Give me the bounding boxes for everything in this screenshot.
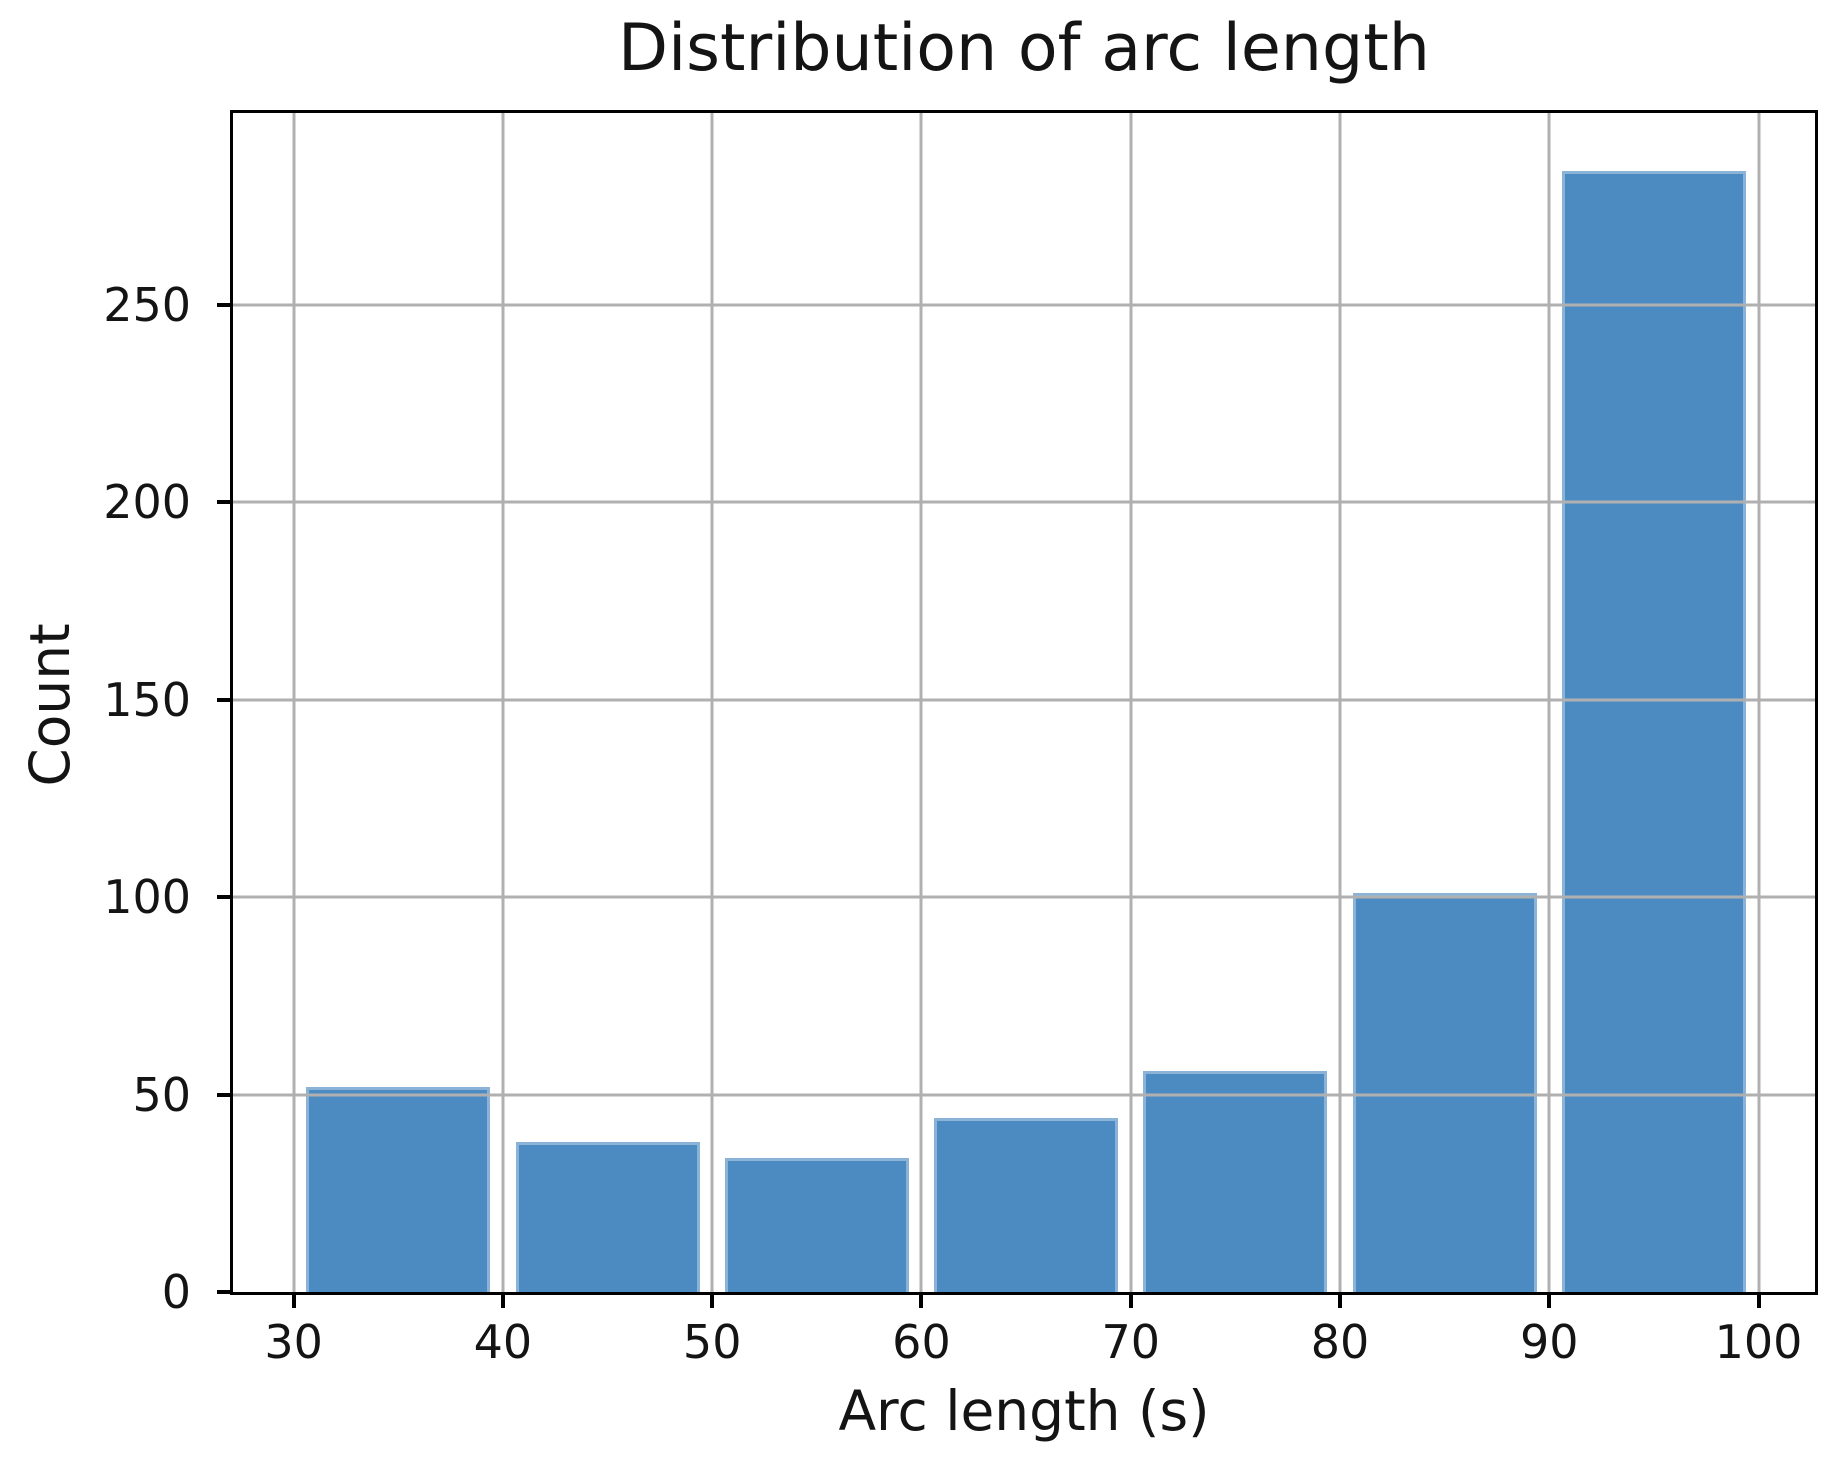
gridline-vertical — [710, 113, 714, 1292]
x-tick-mark — [1547, 1292, 1552, 1308]
gridline-vertical — [292, 113, 296, 1292]
gridline-vertical — [501, 113, 505, 1292]
x-tick-label: 40 — [473, 1315, 533, 1369]
x-tick-mark — [1756, 1292, 1761, 1308]
gridline-vertical — [919, 113, 923, 1292]
y-tick-label: 200 — [103, 475, 191, 530]
chart-title: Distribution of arc length — [618, 11, 1430, 86]
x-tick-label: 60 — [892, 1315, 951, 1369]
gridline-horizontal — [233, 1093, 1815, 1097]
x-tick-label: 90 — [1519, 1315, 1579, 1369]
y-tick-mark — [217, 895, 233, 900]
histogram-bar — [515, 1141, 700, 1292]
x-tick-mark — [1128, 1292, 1133, 1308]
y-axis-label: Count — [17, 623, 82, 787]
x-tick-label: 30 — [264, 1315, 323, 1369]
x-tick-mark — [500, 1292, 505, 1308]
histogram-bar — [1352, 893, 1537, 1292]
x-tick-label: 100 — [1714, 1315, 1803, 1369]
histogram-bar — [1143, 1070, 1328, 1292]
y-tick-mark — [217, 302, 233, 307]
y-tick-mark — [217, 697, 233, 702]
gridline-vertical — [1547, 113, 1551, 1292]
gridline-horizontal — [233, 500, 1815, 504]
gridline-horizontal — [233, 303, 1815, 307]
y-tick-label: 100 — [103, 870, 191, 925]
gridline-vertical — [1129, 113, 1133, 1292]
x-tick-label: 50 — [682, 1315, 742, 1369]
x-tick-label: 70 — [1101, 1315, 1160, 1369]
x-tick-label: 80 — [1310, 1315, 1370, 1369]
histogram-bar — [306, 1086, 491, 1292]
x-tick-mark — [710, 1292, 715, 1308]
y-tick-label: 250 — [103, 277, 191, 332]
gridline-vertical — [1757, 113, 1760, 1292]
gridline-horizontal — [233, 895, 1815, 899]
x-tick-mark — [919, 1292, 924, 1308]
y-tick-label: 0 — [161, 1265, 191, 1319]
x-tick-mark — [1337, 1292, 1342, 1308]
histogram-bar — [724, 1157, 909, 1292]
y-tick-label: 150 — [103, 672, 191, 727]
y-tick-label: 50 — [132, 1067, 191, 1122]
y-tick-mark — [217, 500, 233, 505]
histogram-bar — [934, 1118, 1119, 1292]
x-tick-mark — [291, 1292, 296, 1308]
gridline-horizontal — [233, 698, 1815, 702]
gridline-vertical — [1338, 113, 1342, 1292]
x-axis-label: Arc length (s) — [838, 1379, 1210, 1443]
histogram-bar — [1561, 170, 1746, 1292]
y-tick-mark — [217, 1290, 233, 1294]
y-tick-mark — [217, 1092, 233, 1097]
plot-area: 30 40 50 60 70 80 90 100 0 50 100 150 200 250 — [103, 110, 1818, 1365]
